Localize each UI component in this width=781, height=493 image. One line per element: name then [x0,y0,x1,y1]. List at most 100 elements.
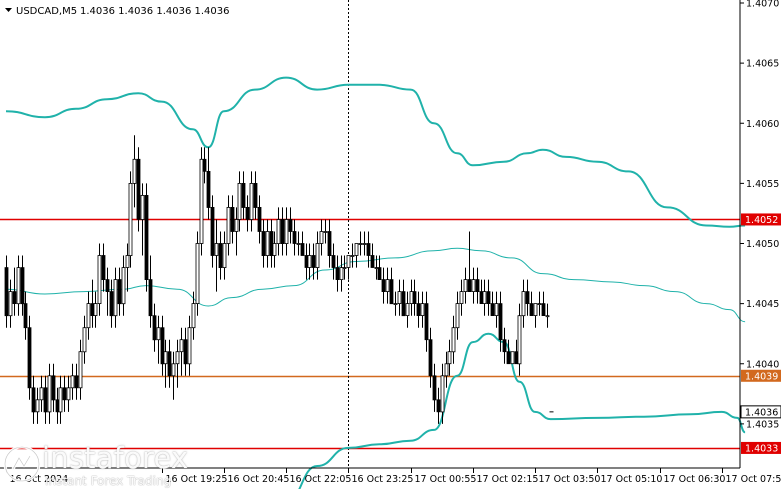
candle-body [308,256,311,268]
candle-body [355,244,358,256]
candle-body [36,400,39,412]
candle-body [254,183,257,207]
candle-body [441,376,444,412]
candle-body [79,352,82,388]
candle-body [94,304,97,316]
candle-body [281,220,284,244]
candle-body [63,388,66,400]
candle-body [425,304,428,340]
candle-body [398,292,401,304]
candle-body [219,244,222,268]
y-tick-label: 1.4070 [746,0,779,10]
candle-body [386,280,389,292]
candle-body [184,340,187,364]
candle-body [172,364,175,376]
candle-body [499,304,502,340]
level-tag-label: 1.4039 [745,371,778,382]
candle-body [285,220,288,244]
candle-body [417,304,420,316]
candle-body [59,388,62,412]
current-price-tag-label: 1.4036 [745,407,778,418]
candle-body [522,292,525,316]
candle-body [413,292,416,304]
candle-body [176,352,179,364]
symbol-label: USDCAD,M5 [16,6,77,17]
candle-body [289,220,292,232]
candle-body [534,304,537,316]
candle-body [98,256,101,304]
candle-body [530,304,533,316]
candle-body [17,268,20,304]
x-tick-label: 17 Oct 03:50 [539,474,601,485]
candle-body [250,183,253,219]
candle-body [246,207,249,219]
candle-body [320,232,323,244]
candle-body [24,304,27,328]
candle [196,232,199,316]
candle-body [129,183,132,255]
candle-body [507,352,510,364]
candle-body [215,244,218,256]
x-tick-label: 17 Oct 05:10 [601,474,663,485]
candle-body [343,268,346,269]
candle-body [429,340,432,376]
candle-body [180,340,183,352]
candle-body [542,304,545,316]
candle-body [164,352,167,364]
candle-body [433,376,436,400]
candle-body [476,280,479,292]
candle-body [145,195,148,279]
x-tick-label: 17 Oct 07:55 [726,474,781,485]
candle-body [188,328,191,364]
candle-body [32,388,35,412]
candle-body [83,328,86,352]
candle-body [480,292,483,304]
candle-body [106,280,109,292]
candle-body [491,304,494,316]
candle-body [305,256,308,268]
candle-body [200,159,203,243]
candle-body [312,256,315,268]
x-tick-label: 16 Oct 19:25 [166,474,228,485]
candle-body [390,280,393,304]
candle-body [293,232,296,244]
candle-body [13,292,16,304]
candle [511,352,514,364]
candle-body [367,244,370,256]
candle-body [75,376,78,388]
candle [145,183,148,291]
y-tick-label: 1.4045 [746,299,779,310]
candle-body [122,268,125,304]
x-tick-label: 16 Oct 2024 [10,474,69,485]
candle-body [157,328,160,340]
ohlc-readout: 1.4036 1.4036 1.4036 1.4036 [80,6,230,17]
x-tick-label: 16 Oct 22:05 [290,474,352,485]
candle-body [363,244,366,245]
candle-body [526,292,529,304]
candle-body [235,220,238,232]
candle-body [371,256,374,268]
candle-body [359,244,362,245]
candle-body [126,256,129,268]
y-tick-label: 1.4060 [746,119,779,130]
candle-body [421,304,424,316]
candle-body [258,207,261,231]
candle-body [52,376,55,400]
candle-body [375,268,378,269]
candle-body [21,268,24,304]
candle-body [110,292,113,316]
y-tick-label: 1.4050 [746,239,779,250]
x-tick-label: 16 Oct 20:45 [228,474,290,485]
candle-body [273,244,276,256]
candle-body [324,232,327,233]
candle-body [546,316,549,317]
candle-body [301,244,304,256]
candle-body [437,400,440,412]
candle-body [211,207,214,255]
candle-body [518,316,521,364]
candle-body [382,280,385,292]
candle-body [495,304,498,316]
candle-body [468,280,471,292]
candle-body [231,207,234,231]
